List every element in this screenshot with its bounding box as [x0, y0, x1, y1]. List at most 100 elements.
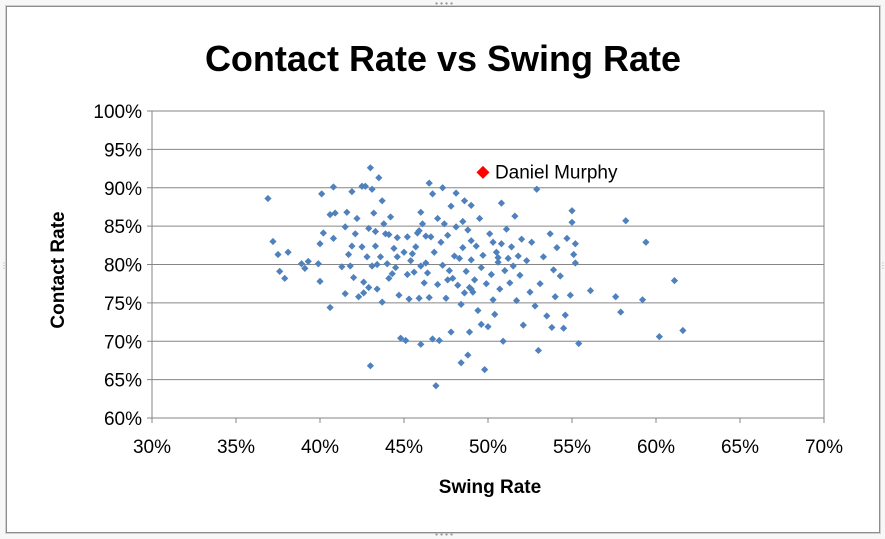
- data-point: [408, 250, 416, 258]
- data-point: [304, 257, 312, 266]
- data-point: [642, 238, 650, 246]
- data-point: [316, 240, 324, 248]
- x-tick-label: 65%: [721, 437, 759, 458]
- data-point: [439, 261, 447, 269]
- data-point: [586, 286, 595, 295]
- data-point: [363, 253, 371, 261]
- resize-handle-right[interactable]: ⋮: [879, 261, 885, 270]
- data-point: [536, 280, 544, 288]
- data-point: [556, 272, 564, 280]
- data-point: [348, 242, 356, 250]
- y-tick-label: 85%: [104, 217, 142, 238]
- y-tick-label: 75%: [104, 294, 142, 315]
- data-point: [341, 223, 349, 231]
- data-point: [496, 285, 504, 293]
- chart-area[interactable]: Contact Rate vs Swing Rate 60% 65% 70% 75% 8…: [6, 6, 880, 533]
- data-point: [491, 310, 499, 318]
- data-point: [533, 185, 541, 193]
- data-point: [502, 225, 511, 233]
- data-point: [499, 337, 507, 345]
- data-point: [393, 253, 401, 261]
- data-point: [571, 259, 579, 267]
- data-point: [526, 288, 534, 296]
- data-point: [388, 270, 396, 278]
- data-point: [457, 300, 465, 309]
- data-point: [460, 197, 469, 205]
- data-point: [417, 262, 425, 270]
- data-point: [561, 311, 569, 319]
- highlight-point-daniel-murphy: [476, 165, 490, 179]
- data-point: [445, 267, 453, 275]
- data-point: [348, 187, 356, 196]
- data-point: [353, 214, 361, 223]
- data-point: [351, 230, 359, 238]
- data-point: [447, 328, 455, 336]
- data-point: [512, 296, 521, 305]
- data-point: [412, 243, 420, 251]
- resize-handle-bottom[interactable]: ∙∙∙∙: [434, 530, 455, 539]
- x-axis-label: Swing Rate: [439, 477, 541, 498]
- data-point: [314, 260, 322, 268]
- data-point: [397, 334, 405, 342]
- data-point: [378, 298, 386, 306]
- data-point: [482, 280, 490, 288]
- data-point: [465, 328, 474, 336]
- data-point: [459, 244, 467, 252]
- data-point: [464, 226, 472, 234]
- data-point: [373, 260, 381, 269]
- data-point: [479, 251, 487, 259]
- data-point: [444, 276, 452, 284]
- data-point: [477, 320, 485, 328]
- data-point: [422, 232, 430, 240]
- x-tick-label: 70%: [805, 437, 843, 458]
- data-point: [403, 270, 411, 279]
- data-point: [506, 279, 514, 287]
- data-point: [385, 274, 393, 282]
- data-point: [365, 224, 373, 233]
- x-tick-label: 60%: [637, 437, 675, 458]
- y-tick-label: 95%: [104, 140, 142, 161]
- data-point: [612, 293, 620, 301]
- data-point: [452, 223, 460, 231]
- data-point: [447, 202, 455, 210]
- data-point: [343, 208, 351, 216]
- x-tick-label: 35%: [217, 437, 255, 458]
- data-point: [360, 278, 368, 286]
- data-point: [511, 212, 519, 220]
- data-point: [338, 263, 346, 271]
- data-point: [638, 296, 647, 304]
- data-point: [274, 250, 282, 259]
- data-point: [366, 362, 374, 370]
- x-tick-label: 55%: [553, 437, 591, 458]
- y-tick-label: 100%: [93, 102, 142, 123]
- data-point: [549, 266, 558, 274]
- data-point: [390, 244, 398, 252]
- data-point: [376, 253, 385, 261]
- data-point: [430, 248, 438, 256]
- data-point: [329, 183, 338, 191]
- data-point: [346, 262, 354, 270]
- data-point: [341, 290, 349, 298]
- data-point: [504, 254, 512, 262]
- resize-handle-left[interactable]: ⋮: [0, 261, 8, 270]
- data-point: [553, 244, 561, 252]
- data-point: [516, 271, 524, 279]
- data-point: [373, 285, 381, 293]
- data-point: [403, 233, 411, 241]
- resize-handle-top[interactable]: ∙∙∙∙: [434, 0, 455, 8]
- data-point: [484, 323, 492, 331]
- data-point: [494, 258, 502, 266]
- data-point: [371, 227, 380, 236]
- data-point: [477, 263, 485, 272]
- data-point: [452, 189, 460, 197]
- data-point: [380, 220, 388, 228]
- data-point: [319, 229, 327, 237]
- data-point: [425, 293, 433, 302]
- data-point: [563, 234, 571, 243]
- data-point: [366, 164, 374, 172]
- data-point: [571, 240, 579, 248]
- data-point: [435, 336, 443, 345]
- data-point: [560, 324, 568, 332]
- data-point: [269, 237, 277, 246]
- data-point: [395, 291, 403, 299]
